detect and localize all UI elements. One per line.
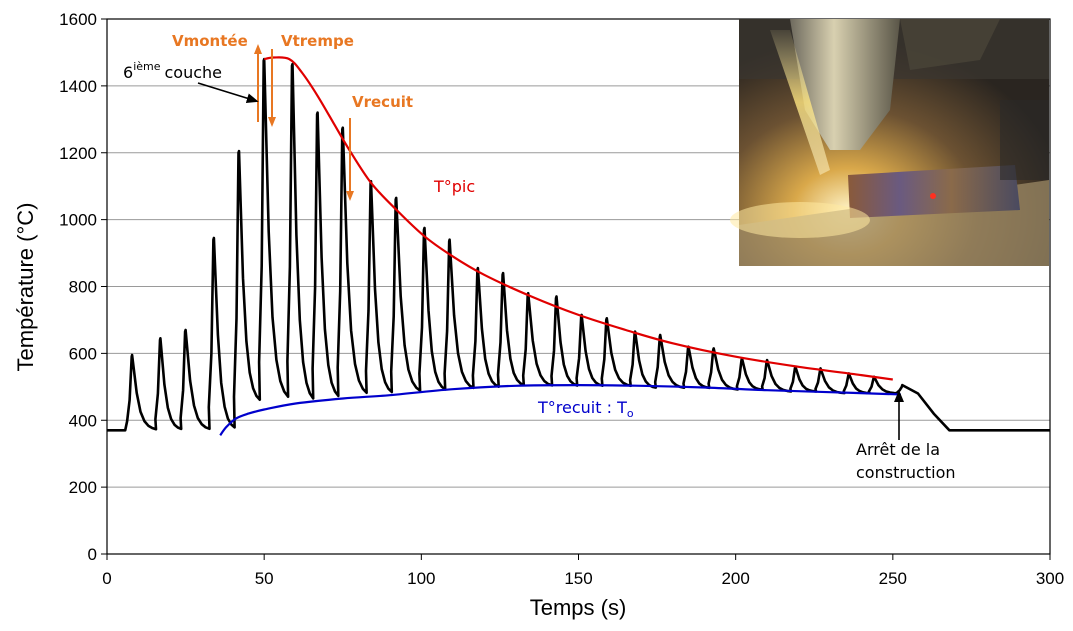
series-group — [107, 56, 1050, 436]
trecuit-subscript: o — [627, 407, 634, 420]
measured-peak-point — [184, 329, 187, 331]
y-tick-label: 200 — [69, 478, 97, 497]
arret-label-line1: Arrêt de la — [856, 440, 940, 459]
layer-word: couche — [165, 63, 223, 82]
y-tick-label: 1400 — [59, 77, 97, 96]
measured-peak-point — [448, 238, 451, 241]
x-tick-label: 50 — [255, 569, 274, 588]
measured-peak-point — [555, 295, 558, 298]
vtrempe-label: Vtrempe — [281, 32, 354, 50]
peak-envelope-line — [263, 56, 893, 381]
measured-peak-point — [901, 384, 904, 386]
y-axis-ticks: 0 200 400 600 800 1000 1200 1400 1600 — [59, 10, 107, 564]
x-tick-label: 100 — [407, 569, 435, 588]
y-tick-label: 1600 — [59, 10, 97, 29]
measured-peak-point — [423, 227, 426, 229]
measured-peak-point — [341, 126, 344, 129]
x-tick-label: 300 — [1036, 569, 1064, 588]
measured-peak-point — [527, 292, 530, 294]
measured-peak-point — [502, 272, 504, 274]
measured-peak-point — [291, 63, 294, 65]
measured-peak-point — [213, 237, 215, 239]
y-tick-label: 1000 — [59, 211, 97, 230]
tpic-label: T°pic — [433, 177, 475, 196]
layer-arrow — [197, 82, 259, 104]
trecuit-label: T°recuit : To — [537, 398, 634, 420]
x-axis-title: Temps (s) — [530, 595, 627, 620]
vrecuit-label: Vrecuit — [352, 93, 413, 111]
y-tick-label: 0 — [88, 545, 97, 564]
measured-peak-point — [131, 354, 133, 356]
x-tick-label: 0 — [102, 569, 111, 588]
anneal-envelope-line — [219, 383, 902, 436]
trecuit-main: T°recuit : T — [537, 398, 627, 417]
arret-label-line2: construction — [856, 463, 956, 482]
vmontee-label: Vmontée — [172, 32, 248, 50]
measured-peak-point — [766, 359, 768, 361]
measured-peak-point — [316, 111, 319, 114]
x-tick-label: 150 — [564, 569, 592, 588]
y-tick-label: 800 — [69, 278, 97, 297]
measured-peak-point — [659, 334, 662, 336]
layer-label: 6ième couche — [123, 60, 222, 82]
y-tick-label: 1200 — [59, 144, 97, 163]
measured-peak-point — [395, 197, 397, 199]
measured-peak-point — [159, 337, 162, 340]
layer-superscript: ième — [133, 60, 161, 73]
x-tick-label: 250 — [879, 569, 907, 588]
y-tick-label: 600 — [69, 344, 97, 363]
y-tick-label: 400 — [69, 411, 97, 430]
laser-deposition-photo — [730, 19, 1049, 266]
measured-peak-point — [605, 317, 608, 320]
measured-peak-point — [712, 347, 715, 350]
annotations: Vmontée Vtrempe Vrecuit 6ième couche T°pi… — [123, 32, 956, 482]
y-axis-title: Température (°C) — [13, 203, 38, 372]
layer-number: 6 — [123, 63, 133, 82]
measured-peak-point — [477, 267, 479, 269]
x-tick-label: 200 — [721, 569, 749, 588]
x-axis-ticks: 0 50 100 150 200 250 300 — [102, 554, 1064, 588]
measured-peak-point — [238, 150, 240, 152]
